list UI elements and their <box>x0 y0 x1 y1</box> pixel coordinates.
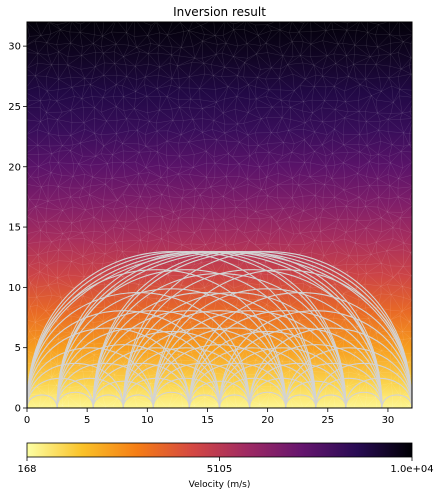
ray-path <box>122 269 383 408</box>
y-tick-label: 5 <box>15 343 21 354</box>
ray-path <box>345 377 412 408</box>
colorbar-tick-label: 1.0e+04 <box>390 464 433 475</box>
ray-path <box>152 377 221 408</box>
ray-path <box>122 292 347 408</box>
y-tick-label: 25 <box>8 102 21 113</box>
ray-path <box>218 347 347 408</box>
ray-path <box>315 394 347 408</box>
ray-path <box>285 363 383 408</box>
ray-path <box>152 344 287 408</box>
x-tick-label: 5 <box>84 415 90 426</box>
ray-path <box>218 327 383 408</box>
ray-path <box>188 380 251 408</box>
ray-path <box>249 363 347 408</box>
ray-path <box>152 391 190 408</box>
ray-path <box>56 344 190 408</box>
ray-path <box>188 292 412 408</box>
ray-path <box>152 327 317 408</box>
ray-path <box>92 363 190 408</box>
ray-path <box>285 380 347 408</box>
ray-path <box>122 347 251 408</box>
ray-path <box>122 251 412 408</box>
ray-path <box>381 394 412 408</box>
x-tick-label: 10 <box>141 415 154 426</box>
x-axis: 0 5 10 15 20 25 30 <box>24 408 394 426</box>
y-tick-label: 30 <box>8 42 21 53</box>
ray-path <box>249 377 317 408</box>
colorbar-axis: 168 5105 1.0e+04 <box>17 457 434 475</box>
ray-path <box>56 251 347 408</box>
ray-path <box>188 394 221 408</box>
ray-path <box>345 391 383 408</box>
ray-path <box>122 363 221 408</box>
ray-path <box>27 394 58 408</box>
ray-path <box>56 391 94 408</box>
ray-path <box>218 377 287 408</box>
ray-path <box>188 310 383 408</box>
ray-path <box>27 327 190 408</box>
ray-path <box>152 310 347 408</box>
ray-path <box>218 394 251 408</box>
velocity-field <box>27 22 412 408</box>
ray-path <box>92 380 154 408</box>
y-axis: 0 5 10 15 20 25 30 <box>8 42 27 415</box>
ray-path <box>92 292 317 408</box>
colorbar-label: Velocity (m/s) <box>189 480 251 490</box>
x-tick-label: 15 <box>201 415 214 426</box>
plot-frame <box>26 21 413 409</box>
ray-path <box>92 310 287 408</box>
ray-path <box>315 363 412 408</box>
y-tick-label: 0 <box>15 404 21 415</box>
ray-path <box>56 327 221 408</box>
ray-path <box>152 269 412 408</box>
ray-path <box>27 347 154 408</box>
ray-path <box>122 394 154 408</box>
ray-path <box>27 363 124 408</box>
ray-path <box>249 344 383 408</box>
y-tick-label: 10 <box>8 283 21 294</box>
y-tick-label: 20 <box>8 162 21 173</box>
ray-path <box>285 394 317 408</box>
x-tick-label: 0 <box>24 415 30 426</box>
ray-path <box>92 251 412 408</box>
colorbar-tick-label: 168 <box>17 464 36 475</box>
ray-path <box>188 331 347 408</box>
colorbar-tick-label: 5105 <box>207 464 232 475</box>
ray-path <box>315 377 383 408</box>
ray-path <box>285 347 412 408</box>
chart-title: Inversion result <box>173 5 266 19</box>
ray-path <box>218 310 412 408</box>
x-tick-label: 30 <box>382 415 395 426</box>
ray-path <box>27 292 251 408</box>
ray-path <box>249 327 412 408</box>
x-tick-label: 25 <box>321 415 334 426</box>
ray-path <box>56 377 124 408</box>
x-tick-label: 20 <box>261 415 274 426</box>
ray-paths <box>27 251 412 408</box>
y-tick-label: 15 <box>8 223 21 234</box>
ray-path <box>27 251 347 408</box>
ray-path <box>249 391 287 408</box>
ray-path <box>218 363 317 408</box>
ray-path <box>122 327 287 408</box>
colorbar <box>26 442 413 458</box>
plot-area <box>27 22 412 408</box>
ray-path <box>92 394 124 408</box>
